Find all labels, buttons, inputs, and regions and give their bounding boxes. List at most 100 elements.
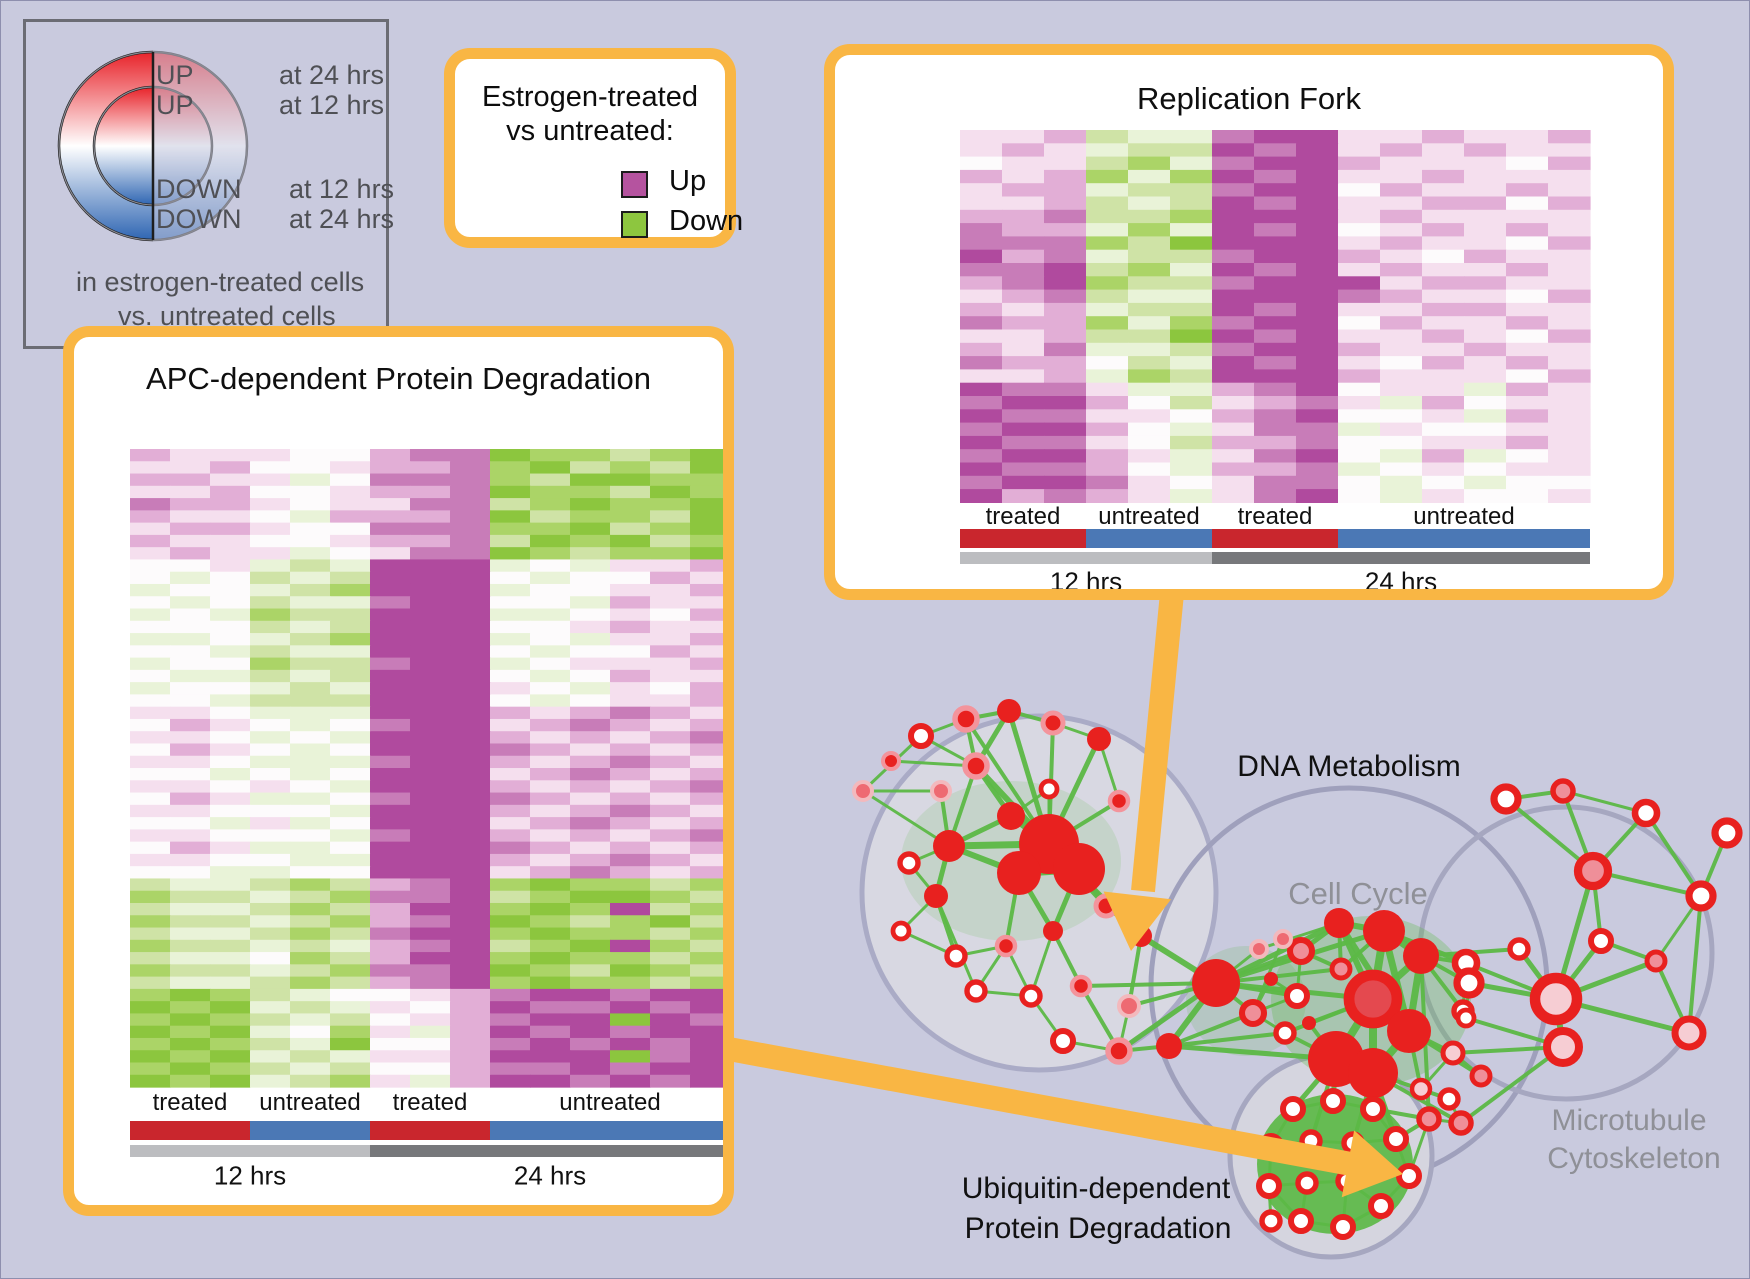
gene-node [1448, 1110, 1474, 1136]
condition-bar [130, 1121, 250, 1140]
up-color-swatch [621, 171, 648, 198]
condition-bar [1086, 529, 1212, 548]
gene-node [1529, 972, 1583, 1026]
gene-node [1284, 983, 1310, 1009]
gene-node [1360, 1096, 1386, 1122]
legend-footer-line1: in estrogen-treated cells [76, 267, 365, 297]
legend-up-12-word: UP [156, 90, 194, 120]
condition-label: untreated [1413, 503, 1514, 530]
gene-node [1019, 984, 1043, 1008]
gene-node [1440, 1040, 1466, 1066]
cluster-label-dna-metabolism: DNA Metabolism [1237, 750, 1461, 783]
down-color-swatch [621, 211, 648, 238]
gene-node [1238, 998, 1268, 1028]
updown-legend-title-line2: vs untreated: [506, 115, 674, 147]
gene-node [1711, 817, 1743, 849]
gene-node [1573, 851, 1613, 891]
replication-fork-title: Replication Fork [1137, 81, 1361, 116]
gene-node [1324, 908, 1354, 938]
condition-bar [490, 1121, 723, 1140]
legend-down-24-word: DOWN [156, 204, 242, 234]
gene-node [1107, 789, 1131, 813]
time-bar [130, 1145, 370, 1157]
gene-node [1329, 957, 1353, 981]
gene-node [890, 920, 912, 942]
gene-node [1302, 1016, 1316, 1030]
condition-bar [1338, 529, 1590, 548]
network-nodes [852, 699, 1743, 1240]
updown-color-legend: Estrogen-treated vs untreated: Up Down [444, 48, 743, 248]
condition-bar [370, 1121, 490, 1140]
gene-node [1117, 994, 1141, 1018]
gene-node [1348, 1048, 1398, 1098]
gene-node [1387, 1009, 1431, 1053]
cluster-label-ubiquitin-line1: Ubiquitin-dependent [961, 1172, 1231, 1205]
time-bar [1212, 552, 1590, 564]
gene-node [1437, 1087, 1461, 1111]
gene-node [1507, 937, 1531, 961]
gene-node [1588, 928, 1614, 954]
gene-node [1685, 880, 1717, 912]
gene-node [1264, 972, 1278, 986]
gene-node [1259, 1209, 1283, 1233]
condition-bar [1212, 529, 1338, 548]
gene-node [1644, 949, 1668, 973]
gene-node [930, 780, 952, 802]
gene-node [881, 751, 901, 771]
gene-node [1455, 1007, 1477, 1029]
gene-node [944, 944, 968, 968]
gene-node [1249, 939, 1269, 959]
updown-legend-title-line1: Estrogen-treated [481, 81, 698, 113]
gene-node [1273, 929, 1293, 949]
gene-node [1416, 1106, 1442, 1132]
heatmap-grid [130, 449, 723, 1088]
gene-node [1671, 1015, 1707, 1051]
condition-label: untreated [559, 1089, 660, 1116]
time-bar [960, 552, 1212, 564]
time-label: 12 hrs [214, 1160, 286, 1190]
gene-node [1343, 969, 1403, 1029]
gene-node [1040, 710, 1066, 736]
ring-gradient-legend: UP at 24 hrs UP at 12 hrs DOWN at 12 hrs… [23, 19, 394, 349]
cluster-label-cytoskeleton: Cytoskeleton [1547, 1142, 1721, 1175]
gene-node [1453, 967, 1485, 999]
condition-label: untreated [1098, 503, 1199, 530]
cluster-label-microtubule: Microtubule [1551, 1104, 1707, 1137]
arrow-apc-to-ubiquitin-head [1341, 1130, 1403, 1198]
gene-node [1320, 1088, 1346, 1114]
condition-bar [960, 529, 1086, 548]
condition-label: untreated [259, 1089, 360, 1116]
gene-node [1288, 1208, 1314, 1234]
gene-node [1469, 1064, 1493, 1088]
condition-label: treated [393, 1089, 468, 1116]
apc-degradation-heatmap: treated untreated treated untreated 12 hrs 24… [130, 449, 723, 1190]
gene-node [1256, 1173, 1282, 1199]
replication-fork-heatmap: treated untreated treated untreated 12 hrs 24… [960, 130, 1591, 589]
gene-node [1550, 778, 1576, 804]
gene-node [1280, 1096, 1306, 1122]
time-label: 24 hrs [514, 1160, 586, 1190]
gene-node [1038, 778, 1060, 800]
gene-node [924, 884, 948, 908]
gene-node [897, 851, 921, 875]
gene-node [1156, 1033, 1182, 1059]
condition-label: treated [986, 503, 1061, 530]
gene-node [964, 979, 988, 1003]
up-label: Up [669, 165, 707, 197]
legend-down-12-time: at 12 hrs [289, 174, 395, 204]
ring-gradient-diagram [57, 49, 250, 243]
apc-degradation-panel: APC-dependent Protein Degradation treate… [63, 326, 734, 1216]
gene-node [1050, 1028, 1076, 1054]
gene-node [1273, 1021, 1297, 1045]
apc-degradation-title: APC-dependent Protein Degradation [146, 361, 651, 396]
gene-node [997, 802, 1025, 830]
highlight-arrows [726, 581, 1403, 1198]
gene-node [1053, 843, 1105, 895]
down-label: Down [669, 205, 744, 237]
gene-node [908, 723, 934, 749]
gene-node [1087, 727, 1111, 751]
gene-node [1192, 959, 1240, 1007]
gene-node [1543, 1027, 1583, 1067]
gene-node [1396, 1163, 1422, 1189]
